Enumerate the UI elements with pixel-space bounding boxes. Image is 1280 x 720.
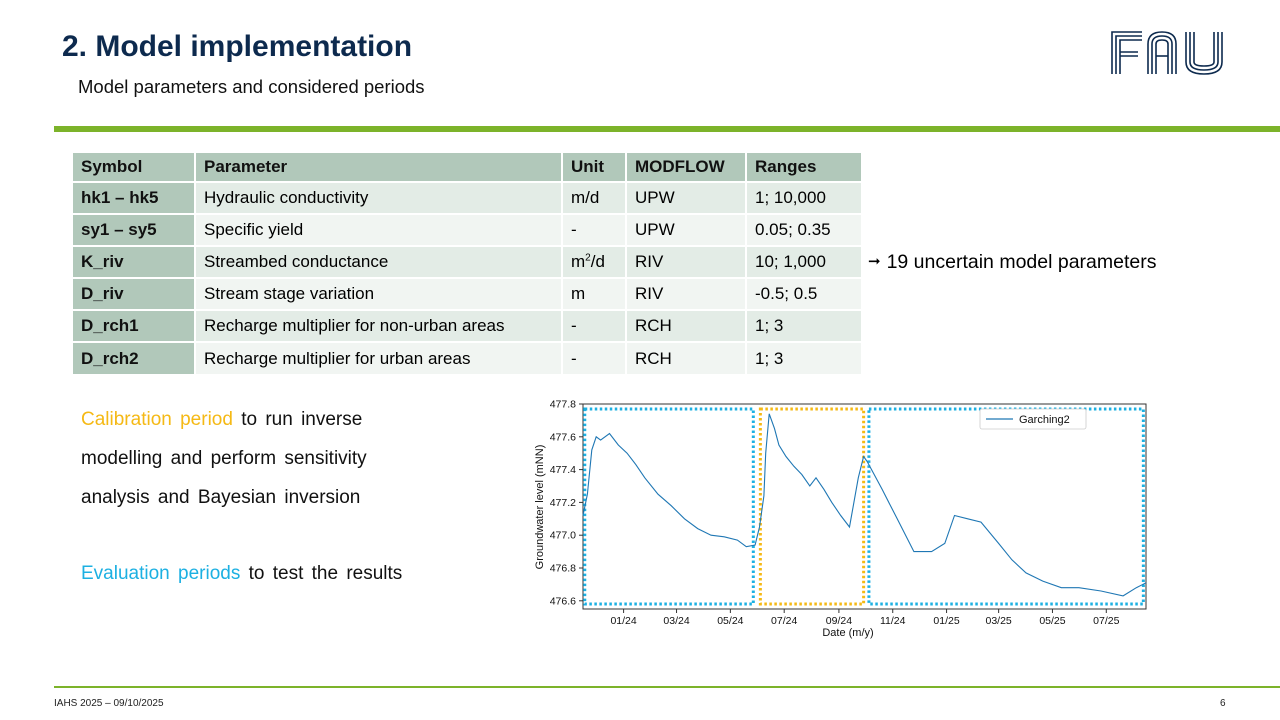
header-divider [54,126,1280,132]
parameter-cell: Streambed conductance [194,245,563,279]
ranges-cell: 1; 3 [745,309,863,343]
y-tick-label: 477.6 [550,431,576,443]
x-tick-label: 05/25 [1039,615,1065,627]
page-title: 2. Model implementation [62,30,413,63]
table-header-row: Symbol Parameter Unit MODFLOW Ranges [71,151,863,183]
unit-cell: - [561,213,627,247]
x-tick-label: 11/24 [880,615,906,627]
page-subtitle: Model parameters and considered periods [78,76,425,97]
y-tick-label: 477.4 [550,464,576,476]
modflow-cell: RCH [625,309,747,343]
evaluation-periods-label: Evaluation periods [81,563,241,584]
x-tick-label: 03/24 [663,615,689,627]
symbol-cell: D_rch2 [71,341,196,376]
table-row: hk1 – hk5 Hydraulic conductivity m/d UPW… [71,181,863,215]
ranges-cell: 0.05; 0.35 [745,213,863,247]
x-tick-label: 01/24 [610,615,636,627]
y-tick-label: 476.8 [550,563,576,575]
column-header-unit: Unit [561,151,627,183]
symbol-cell: hk1 – hk5 [71,181,196,215]
unit-cell: m2/d [561,245,627,279]
unit-tail: /d [590,252,605,271]
x-tick-label: 07/25 [1093,615,1119,627]
x-axis-label: Date (m/y) [822,627,873,639]
table-row: D_rch2 Recharge multiplier for urban are… [71,341,863,376]
period-box [583,407,755,606]
column-header-ranges: Ranges [745,151,863,183]
calibration-line-1: Calibration period to run inverse [81,409,362,431]
symbol-cell: sy1 – sy5 [71,213,196,247]
footer-event: IAHS 2025 – 09/10/2025 [54,698,164,709]
x-tick-label: 09/24 [826,615,852,627]
unit-cell: m/d [561,181,627,215]
footer-divider [54,686,1280,688]
unit-cell: - [561,309,627,343]
modflow-cell: UPW [625,213,747,247]
ranges-cell: 1; 10,000 [745,181,863,215]
unit-base: m [571,252,586,271]
series-line-garching2 [582,413,1147,597]
table-row: sy1 – sy5 Specific yield - UPW 0.05; 0.3… [71,213,863,247]
ranges-cell: 10; 1,000 [745,245,863,279]
legend-box [979,408,1087,430]
parameter-cell: Hydraulic conductivity [194,181,563,215]
modflow-cell: RIV [625,277,747,311]
symbol-cell: K_riv [71,245,196,279]
parameter-count-note: ➞ 19 uncertain model parameters [868,251,1156,274]
x-tick-label: 07/24 [771,615,797,627]
parameter-cell: Recharge multiplier for urban areas [194,341,563,376]
modflow-cell: UPW [625,181,747,215]
x-tick-label: 03/25 [985,615,1011,627]
y-axis-label: Groundwater level (mNN) [534,445,546,570]
symbol-cell: D_rch1 [71,309,196,343]
calibration-period-label: Calibration period [81,409,233,430]
parameter-table: Symbol Parameter Unit MODFLOW Ranges hk1… [71,151,863,376]
x-tick-label: 01/25 [933,615,959,627]
table-row: K_riv Streambed conductance m2/d RIV 10;… [71,245,863,279]
symbol-cell: D_riv [71,277,196,311]
column-header-modflow: MODFLOW [625,151,747,183]
parameter-cell: Recharge multiplier for non-urban areas [194,309,563,343]
modflow-cell: RCH [625,341,747,376]
evaluation-line: Evaluation periods to test the results [81,563,402,585]
evaluation-text: to test the results [240,563,403,584]
ranges-cell: 1; 3 [745,341,863,376]
ranges-cell: -0.5; 0.5 [745,277,863,311]
parameter-count-text: 19 uncertain model parameters [886,251,1157,273]
unit-superscript: 2 [585,252,591,264]
calibration-line-2: modelling and perform sensitivity [81,448,367,469]
parameter-cell: Stream stage variation [194,277,563,311]
column-header-parameter: Parameter [194,151,563,183]
unit-cell: - [561,341,627,376]
calibration-text-1: to run inverse [232,409,363,430]
fau-logo [1111,31,1223,75]
table-row: D_riv Stream stage variation m RIV -0.5;… [71,277,863,311]
modflow-cell: RIV [625,245,747,279]
groundwater-chart: 476.6 476.8 477.0 477.2 477.4 477.6 477.8 01/2… [534,399,1147,639]
page-number: 6 [1220,698,1226,709]
parameter-cell: Specific yield [194,213,563,247]
calibration-line-3: analysis and Bayesian inversion [81,487,361,508]
period-box [758,407,866,606]
legend-label: Garching2 [1019,414,1070,426]
unit-cell: m [561,277,627,311]
column-header-symbol: Symbol [71,151,196,183]
y-tick-label: 477.2 [550,497,576,509]
legend: Garching2 [979,408,1087,430]
y-tick-label: 477.0 [550,530,576,542]
y-tick-label: 476.6 [550,595,576,607]
y-tick-label: 477.8 [550,399,576,411]
arrow-icon: ➞ [868,253,881,270]
table-row: D_rch1 Recharge multiplier for non-urban… [71,309,863,343]
x-tick-label: 05/24 [717,615,743,627]
